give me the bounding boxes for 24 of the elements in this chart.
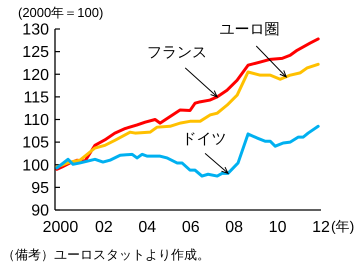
y-tick-label: 115 [23,89,50,106]
y-tick-label: 90 [31,202,50,220]
annotation: ドイツ [182,130,227,148]
line-series [55,62,320,169]
text: （備考）ユーロスタットより作成。 [2,247,210,262]
y-axis-title: (2000年＝100) [18,5,104,20]
y-tick-label: 125 [22,44,50,62]
y-tick-label: 130 [22,22,50,38]
y-tick-label: 100 [22,157,50,174]
x-tick-label: 10 [268,219,287,236]
x-tick-label: 04 [138,219,156,236]
x-tick-label: 2000 [42,219,78,236]
line-series [55,124,320,178]
y-tick-label: 105 [22,134,50,152]
annotation: フランス [147,44,208,61]
y-tick-label: 120 [22,66,50,84]
y-tick-label: 95 [31,180,50,197]
x-tick-label: 06 [182,219,200,236]
x-tick-label: 12 [312,219,330,236]
x-tick-label: 02 [94,219,113,236]
x-axis-title: (年) [331,218,354,234]
x-tick-label: 08 [225,219,244,236]
y-tick-label: 110 [23,112,50,129]
annotation: ユーロ圏 [219,20,280,38]
